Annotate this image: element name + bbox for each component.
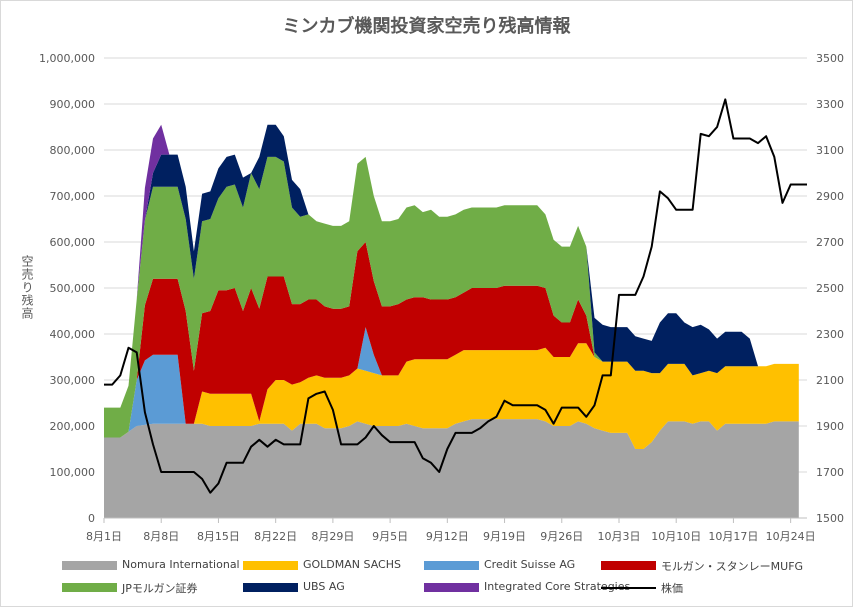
- y-tick-label: 400,000: [50, 328, 96, 341]
- legend-swatch: [601, 561, 656, 570]
- y-tick-label: 500,000: [50, 282, 96, 295]
- area-ubs: [104, 124, 799, 408]
- x-tick-label: 8月15日: [197, 530, 240, 543]
- legend-label: 株価: [661, 582, 683, 595]
- y2-tick-label: 2100: [816, 374, 844, 387]
- y2-tick-label: 1500: [816, 512, 844, 525]
- legend-label: モルガン・スタンレーMUFG: [661, 560, 804, 573]
- x-tick-label: 9月5日: [372, 530, 408, 543]
- legend-swatch: [62, 583, 117, 592]
- y2-tick-label: 2900: [816, 190, 844, 203]
- legend-swatch: [424, 583, 479, 592]
- x-tick-label: 9月12日: [426, 530, 469, 543]
- x-tick-label: 10月10日: [651, 530, 701, 543]
- chart-title: ミンカブ機関投資家空売り残高情報: [282, 16, 571, 37]
- legend-label: Integrated Core Strategies: [484, 580, 631, 593]
- y2-tick-label: 3100: [816, 144, 844, 157]
- area-nomura: [104, 419, 799, 518]
- x-tick-label: 8月8日: [143, 530, 179, 543]
- x-tick-label: 8月29日: [311, 530, 354, 543]
- y-tick-label: 200,000: [50, 420, 96, 433]
- price-line: [104, 98, 807, 494]
- y2-tick-label: 2500: [816, 282, 844, 295]
- x-tick-label: 10月17日: [708, 530, 758, 543]
- legend-swatch: [62, 561, 117, 570]
- x-ticks: 8月1日 8月8日 8月15日 8月22日 8月29日 9月5日 9月12日 9月19日 9月2…: [86, 530, 816, 543]
- y-tick-label: 800,000: [50, 144, 96, 157]
- y-tick-label: 300,000: [50, 374, 96, 387]
- area-goldman: [104, 343, 799, 449]
- y2-tick-label: 1900: [816, 420, 844, 433]
- area-mufg: [104, 242, 799, 438]
- area-jpm: [104, 156, 799, 438]
- right-y-ticks: 1500 1700 1900 2100 2300 2500 2700 2900 3100 3300…: [816, 52, 844, 525]
- y-axis-label: 空売り残高: [20, 255, 34, 320]
- y2-tick-label: 3500: [816, 52, 844, 65]
- price-line-group: [104, 98, 807, 494]
- y-tick-label: 1,000,000: [39, 52, 95, 65]
- x-tick-label: 8月1日: [86, 530, 122, 543]
- y2-tick-label: 3300: [816, 98, 844, 111]
- legend-label: UBS AG: [303, 580, 345, 593]
- y2-tick-label: 2700: [816, 236, 844, 249]
- y2-tick-label: 1700: [816, 466, 844, 479]
- legend-swatch: [424, 561, 479, 570]
- y-tick-label: 600,000: [50, 236, 96, 249]
- legend-label: Nomura International: [122, 558, 240, 571]
- stacked-areas: [104, 124, 799, 518]
- legend-line: [601, 587, 656, 589]
- left-y-ticks: 0 100,000 200,000 300,000 400,000 500,000 600,…: [39, 52, 95, 525]
- y-tick-label: 100,000: [50, 466, 96, 479]
- legend-swatch: [243, 561, 298, 570]
- y-tick-label: 700,000: [50, 190, 96, 203]
- legend-label: JPモルガン証券: [122, 582, 198, 595]
- legend-label: Credit Suisse AG: [484, 558, 576, 571]
- y-tick-label: 900,000: [50, 98, 96, 111]
- x-tick-label: 10月24日: [766, 530, 816, 543]
- x-tick-label: 9月26日: [540, 530, 583, 543]
- legend-label: GOLDMAN SACHS: [303, 558, 401, 571]
- legend-swatch: [243, 583, 298, 592]
- y-tick-label: 0: [88, 512, 95, 525]
- x-tick-label: 10月3日: [597, 530, 640, 543]
- y2-tick-label: 2300: [816, 328, 844, 341]
- x-tick-label: 8月22日: [254, 530, 297, 543]
- axes: [103, 517, 807, 523]
- x-tick-label: 9月19日: [483, 530, 526, 543]
